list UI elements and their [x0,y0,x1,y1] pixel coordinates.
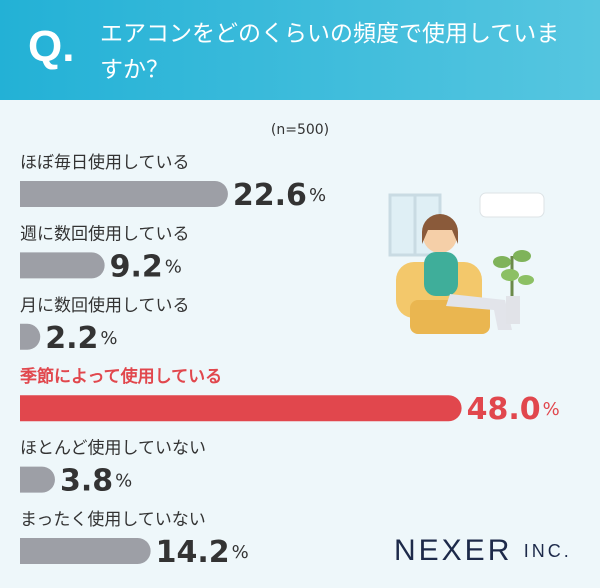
value-label: 48.0% [467,392,560,427]
category-label: ほぼ毎日使用している [20,152,190,173]
value-label: 14.2% [156,535,249,570]
chart-title: エアコンをどのくらいの頻度で使用していますか？ [100,21,560,83]
bar [20,395,462,422]
value-label: 22.6% [233,178,326,213]
illustration [388,192,545,334]
bar [20,252,105,279]
category-label: ほとんど使用していない [20,438,206,459]
category-label: 週に数回使用している [20,223,190,244]
value-label: 2.2% [45,320,117,355]
value-label: 3.8% [60,463,132,498]
question-label: Q. [28,22,75,71]
category-label: 月に数回使用している [20,295,190,316]
value-label: 9.2% [110,249,182,284]
bar [20,323,41,350]
category-label: まったく使用していない [20,509,206,530]
header: Q. エアコンをどのくらいの頻度で使用していますか？ [0,0,600,100]
bar [20,466,55,493]
subtitle: (n=500) [271,122,329,138]
bar [20,538,151,564]
category-label: 季節によって使用している [20,366,222,387]
logo: NEXER INC. [394,534,572,567]
bar [20,181,228,207]
